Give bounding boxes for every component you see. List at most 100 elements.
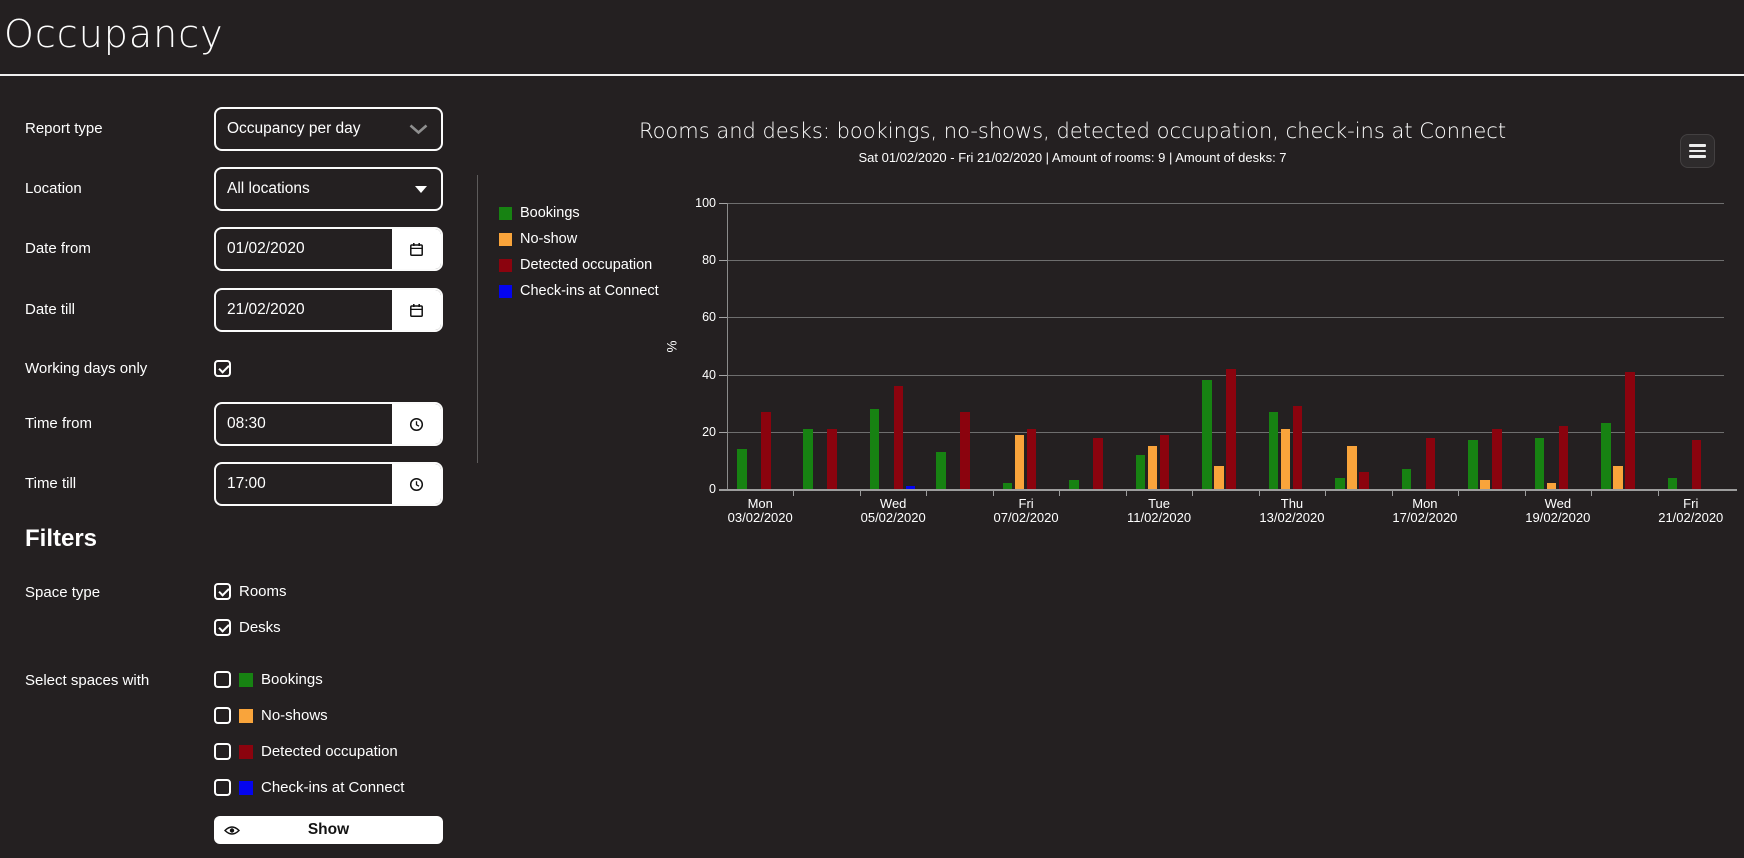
date-till-label: Date till [25,301,76,318]
chart-subtitle: Sat 01/02/2020 - Fri 21/02/2020 | Amount… [858,150,1287,165]
y-tick [719,317,728,319]
calendar-icon [410,242,423,256]
legend-item-check-ins-at-connect[interactable]: Check-ins at Connect [499,283,659,299]
bar-bookings[interactable] [1202,380,1212,489]
bar-bookings[interactable] [1335,477,1345,489]
space-type-option-label: Desks [239,619,281,636]
bar-bookings[interactable] [737,448,747,489]
bar-no-show[interactable] [1280,428,1291,489]
x-tick [1391,491,1393,496]
select-spaces-checkbox-detected-occupation[interactable] [214,743,231,760]
caret-down-icon [415,185,427,193]
clock-icon [409,477,424,491]
select-spaces-checkbox-bookings[interactable] [214,671,231,688]
x-tick-label: Thu 13/02/2020 [1227,497,1357,525]
bar-no-show[interactable] [1613,466,1623,489]
date-from-calendar-button[interactable] [392,229,441,269]
bar-no-show[interactable] [1480,480,1490,489]
x-axis-line [719,489,1737,491]
legend-label: Detected occupation [520,257,653,273]
y-tick [719,431,728,433]
bar-detected-occupation[interactable] [1691,440,1702,489]
bar-bookings[interactable] [1268,411,1279,489]
select-spaces-checkbox-check-ins-at-connect[interactable] [214,779,231,796]
bar-no-show[interactable] [1214,466,1224,489]
x-tick [859,491,861,496]
bar-detected-occupation[interactable] [960,411,970,489]
legend-swatch [499,232,512,246]
show-button[interactable]: Show [214,816,443,844]
time-from-value: 08:30 [227,415,266,432]
bar-no-show[interactable] [1147,446,1158,489]
legend-swatch [499,284,512,298]
bar-detected-occupation[interactable] [1226,368,1236,489]
bar-no-show[interactable] [1347,446,1357,489]
location-select[interactable]: All locations [214,167,443,211]
time-till-field[interactable]: 17:00 [214,462,443,506]
chart-menu-button[interactable] [1680,134,1715,168]
bar-detected-occupation[interactable] [1558,426,1569,489]
bar-bookings[interactable] [1401,468,1412,489]
bar-no-show[interactable] [1014,434,1025,489]
legend-label: No-show [520,231,578,247]
legend-item-no-show[interactable]: No-show [499,231,659,247]
location-label: Location [25,180,82,197]
legend-item-detected-occupation[interactable]: Detected occupation [499,257,659,273]
space-type-checkbox-desks[interactable] [214,619,231,636]
space-type-option-label: Rooms [239,583,287,600]
x-tick-date: 19/02/2020 [1525,510,1591,525]
color-swatch [239,672,253,687]
date-till-field[interactable]: 21/02/2020 [214,288,443,332]
space-type-row: Desks [214,619,287,636]
bar-detected-occupation[interactable] [1292,406,1303,489]
bar-detected-occupation[interactable] [1492,428,1502,489]
select-spaces-option-label: Check-ins at Connect [261,779,405,796]
bar-detected-occupation[interactable] [1159,434,1170,489]
bar-bookings[interactable] [803,428,813,489]
x-tick-label: Wed 05/02/2020 [828,497,958,525]
x-tick-date: 17/02/2020 [1392,510,1458,525]
bar-bookings[interactable] [1069,480,1079,489]
bar-detected-occupation[interactable] [827,428,837,489]
bar-bookings[interactable] [1468,440,1478,489]
select-spaces-checkbox-no-shows[interactable] [214,707,231,724]
bar-detected-occupation[interactable] [1425,437,1436,489]
bar-no-show[interactable] [1546,483,1557,489]
report-type-value: Occupancy per day [227,120,361,137]
calendar-icon [410,303,423,317]
bar-bookings[interactable] [1667,477,1678,489]
time-till-clock-button[interactable] [392,464,441,504]
time-from-clock-button[interactable] [392,404,441,444]
bar-bookings[interactable] [1135,454,1146,489]
y-tick [719,260,728,262]
bar-bookings[interactable] [1002,483,1013,489]
x-tick-label: Wed 19/02/2020 [1493,497,1623,525]
y-tick-label: 80 [702,253,716,268]
show-button-label: Show [307,821,350,838]
bar-detected-occupation[interactable] [1625,371,1635,489]
bar-bookings[interactable] [936,451,946,489]
bar-bookings[interactable] [1601,423,1611,489]
y-tick [719,374,728,376]
select-spaces-row: Check-ins at Connect [214,779,404,796]
bar-detected-occupation[interactable] [1026,428,1037,489]
bar-bookings[interactable] [1534,437,1545,489]
space-type-options: Rooms Desks [214,583,287,636]
bar-detected-occupation[interactable] [893,386,904,489]
report-type-select[interactable]: Occupancy per day [214,107,443,151]
legend-swatch [499,206,512,220]
bar-bookings[interactable] [869,408,880,489]
date-till-calendar-button[interactable] [392,290,441,330]
bar-detected-occupation[interactable] [761,411,771,489]
x-tick-date: 07/02/2020 [993,510,1059,525]
time-from-field[interactable]: 08:30 [214,402,443,446]
legend-swatch [499,258,512,272]
date-from-field[interactable]: 01/02/2020 [214,227,443,271]
x-tick [1258,491,1260,496]
space-type-checkbox-rooms[interactable] [214,583,231,600]
bar-check-ins-at-connect[interactable] [905,486,916,489]
bar-detected-occupation[interactable] [1093,437,1103,489]
legend-item-bookings[interactable]: Bookings [499,205,659,221]
working-days-checkbox[interactable] [214,360,231,377]
bar-detected-occupation[interactable] [1359,471,1369,489]
